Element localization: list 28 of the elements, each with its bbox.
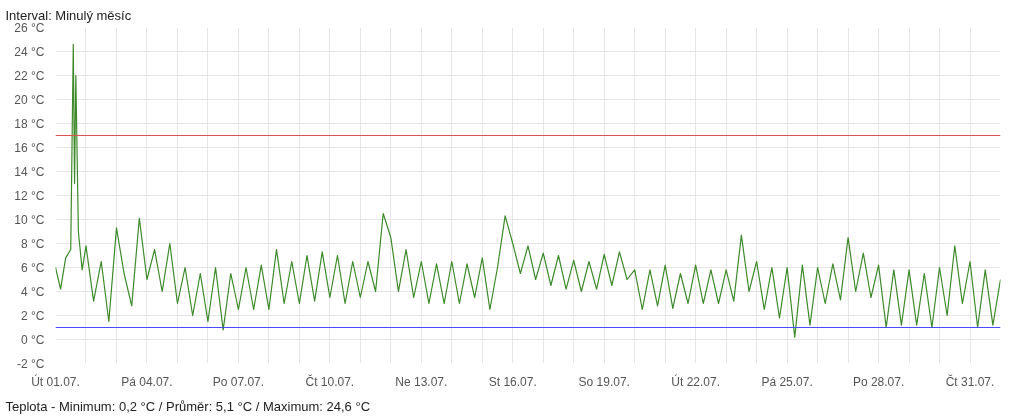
y-tick-label: 24 °C [14,44,45,59]
x-tick-label: So 19.07. [578,374,630,389]
y-tick-label: 0 °C [21,332,45,347]
y-tick-label: 26 °C [14,20,45,35]
x-tick-label: Pá 25.07. [761,374,813,389]
x-tick-label: St 16.07. [488,374,537,389]
y-tick-label: 8 °C [21,236,45,251]
text: Teplota - Minimum: 0,2 °C / Průměr: 5,1 °C / Maximum: 24,6 °C [5,398,371,414]
y-tick-label: 2 °C [21,308,45,323]
y-tick-label: 14 °C [14,164,45,179]
x-tick-label: Ne 13.07. [395,374,448,389]
x-tick-label: Čt 31.07. [945,373,995,389]
y-tick-label: 6 °C [21,260,45,275]
y-tick-label: 12 °C [14,188,45,203]
x-tick-label: Út 22.07. [671,373,721,389]
y-tick-label: 4 °C [21,284,45,299]
y-tick-label: 22 °C [14,68,45,83]
y-tick-label: 20 °C [14,92,45,107]
x-tick-label: Po 28.07. [852,374,905,389]
x-tick-label: Pá 04.07. [121,374,173,389]
y-tick-label: -2 °C [17,356,45,371]
y-tick-label: 10 °C [14,212,45,227]
y-tick-label: 18 °C [14,116,45,131]
x-tick-label: Út 01.07. [31,373,80,389]
x-tick-label: Čt 10.07. [305,373,355,389]
x-tick-label: Po 07.07. [212,374,265,389]
chart-title: Interval: Minulý měsíc [5,7,132,23]
y-tick-label: 16 °C [14,140,45,155]
